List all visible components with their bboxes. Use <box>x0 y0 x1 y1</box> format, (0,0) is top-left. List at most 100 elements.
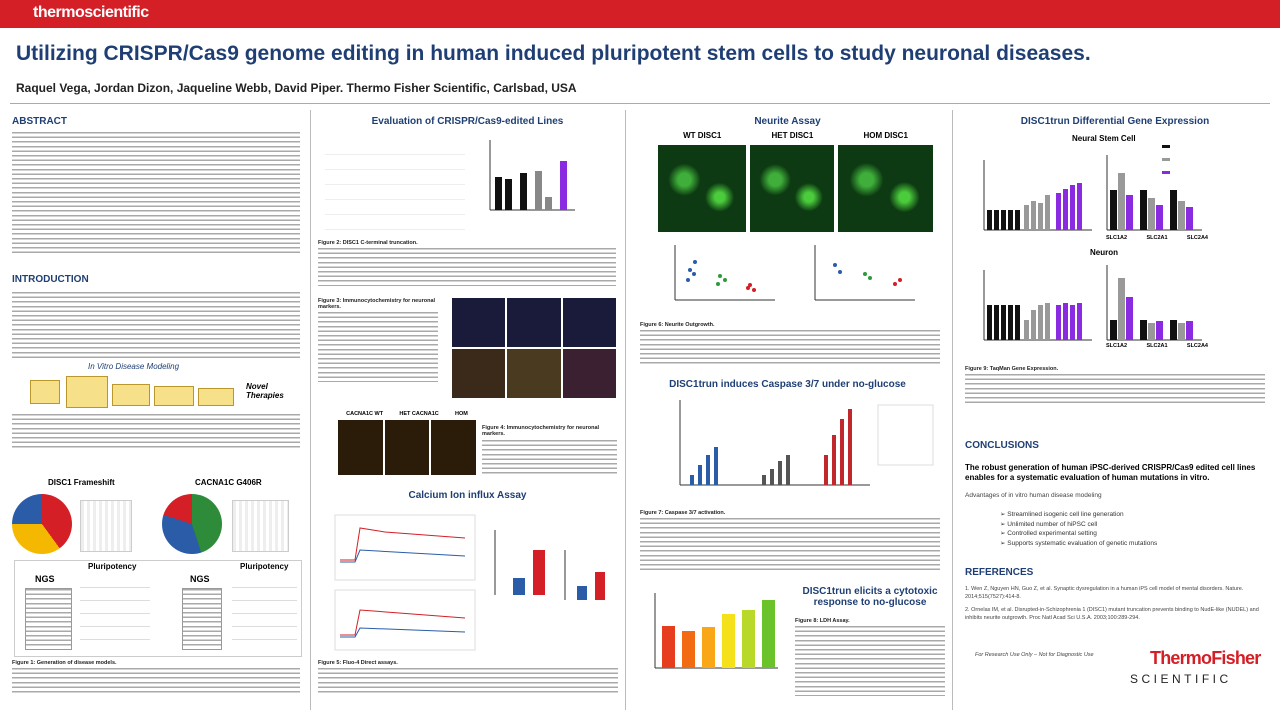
flow-plots <box>80 575 150 650</box>
rule <box>10 103 1270 104</box>
reference: 1. Wen Z, Nguyen HN, Guo Z, et al. Synap… <box>965 586 1244 600</box>
caption-text <box>640 330 940 364</box>
subheading: Neural Stem Cell <box>1072 134 1136 143</box>
heading-line: response to no-glucose <box>813 597 927 608</box>
image-label: HET CACNA1C <box>399 411 439 417</box>
micrograph <box>838 145 933 232</box>
body-text <box>12 292 300 360</box>
caption-text <box>318 248 616 286</box>
caption: Figure 4: Immunocytochemistry for neuron… <box>482 425 600 437</box>
gene-labels: SLC1A2 SLC2A1 SLC2A4 <box>1106 343 1208 349</box>
caption-text <box>318 312 438 382</box>
caption-text <box>482 440 617 476</box>
bar-chart <box>489 140 575 211</box>
heading: DISC1trun induces Caspase 3/7 under no-g… <box>669 379 906 390</box>
text: Advantages of in vitro human disease mod… <box>965 492 1102 499</box>
footer: For Research Use Only – Not for Diagnost… <box>975 652 1094 658</box>
calcium-plots <box>334 514 605 651</box>
caption: Figure 6: Neurite Outgrowth. <box>640 322 715 328</box>
separator <box>952 110 953 710</box>
authors: Raquel Vega, Jordan Dizon, Jaqueline Web… <box>16 81 577 95</box>
separator <box>310 110 311 710</box>
figure-frame <box>14 560 302 657</box>
panel-title: NGS <box>190 574 210 584</box>
chromatogram <box>80 500 132 552</box>
separator <box>625 110 626 710</box>
ngs-image <box>182 588 222 650</box>
chromatogram <box>232 500 289 552</box>
gene-label: SLC2A4 <box>1186 343 1208 349</box>
flow-plots <box>232 575 297 650</box>
brand-sub: SCIENTIFIC <box>1130 672 1232 686</box>
ldh-chart <box>654 593 778 669</box>
subheading: In Vitro Disease Modeling <box>88 362 180 371</box>
caption-text <box>795 626 945 696</box>
caption: Figure 8: LDH Assay. <box>795 618 850 624</box>
gene-diagram <box>325 140 465 230</box>
micrograph <box>658 145 746 232</box>
body-text <box>12 132 300 254</box>
caption: Figure 5: Fluo-4 Direct assays. <box>318 660 398 666</box>
gene-label: SLC2A1 <box>1146 235 1168 241</box>
gene-label: SLC2A1 <box>1146 343 1168 349</box>
heading: REFERENCES <box>965 567 1034 578</box>
image-label: HET DISC1 <box>771 131 814 140</box>
caspase-chart <box>679 400 934 486</box>
panel-title: NGS <box>35 574 55 584</box>
gene-labels: SLC1A2 SLC2A1 SLC2A4 <box>1106 235 1208 241</box>
conclusion: The robust generation of human iPSC-deri… <box>965 463 1256 482</box>
bullet: ➢ Streamlined isogenic cell line generat… <box>1000 511 1124 518</box>
panel-title: CACNA1C G406R <box>195 478 262 487</box>
icc-grid <box>452 298 616 398</box>
flow-end: Novel Therapies <box>246 382 284 400</box>
icc-row <box>338 420 476 475</box>
bullet: ➢ Unlimited number of hiPSC cell <box>1000 520 1098 528</box>
gene-label: SLC1A2 <box>1106 343 1128 349</box>
caption: Figure 7: Caspase 3/7 activation. <box>640 510 726 516</box>
heading: Neurite Assay <box>754 116 821 127</box>
caption: Figure 2: DISC1 C-terminal truncation. <box>318 240 418 246</box>
heading: Evaluation of CRISPR/Cas9-edited Lines <box>371 116 564 127</box>
bullet: ➢ Supports systematic evaluation of gene… <box>1000 540 1158 548</box>
flow-box <box>30 380 60 404</box>
heading: INTRODUCTION <box>12 274 89 285</box>
title: Utilizing CRISPR/Cas9 genome editing in … <box>16 42 1091 65</box>
bullet-list: ➢ Streamlined isogenic cell line generat… <box>1000 510 1157 549</box>
reference: 2. Ornelas IM, et al. Disrupted-in-Schiz… <box>965 607 1259 621</box>
image-labels: CACNA1C WT HET CACNA1C HOM <box>338 411 476 417</box>
heading: DISC1trun elicits a cytotoxic response to… <box>790 586 950 608</box>
scatter-plots <box>674 245 915 301</box>
caption: Figure 3: Immunocytochemistry for neuron… <box>318 298 436 310</box>
caption-text <box>318 668 618 694</box>
references: 1. Wen Z, Nguyen HN, Guo Z, et al. Synap… <box>965 586 1265 622</box>
caption: Figure 9: TaqMan Gene Expression. <box>965 366 1059 372</box>
heading: DISC1trun Differential Gene Expression <box>1020 116 1210 127</box>
panel-title: DISC1 Frameshift <box>48 478 115 487</box>
image-label: WT DISC1 <box>683 131 722 140</box>
flow-box <box>112 384 150 406</box>
brand: ThermoFisher <box>1150 648 1261 668</box>
pie <box>162 494 222 554</box>
caption: Figure 1: Generation of disease models. <box>12 660 117 666</box>
logo: thermoscientific <box>33 4 149 21</box>
expression-charts <box>983 145 1202 341</box>
bullet: ➢ Controlled experimental setting <box>1000 530 1097 538</box>
top-bar <box>0 0 1280 28</box>
flow-box <box>66 376 108 408</box>
pie <box>12 494 72 554</box>
caption-text <box>965 374 1265 406</box>
heading: Calcium Ion influx Assay <box>408 490 527 501</box>
caption-text <box>640 518 940 570</box>
heading: ABSTRACT <box>12 116 67 127</box>
gene-label: SLC1A2 <box>1106 235 1128 241</box>
panel-title: Pluripotency <box>88 562 137 571</box>
heading-line: DISC1trun elicits a cytotoxic <box>802 586 938 597</box>
gene-label: SLC2A4 <box>1186 235 1208 241</box>
flow-box <box>154 386 194 406</box>
image-label: HOM DISC1 <box>863 131 908 140</box>
panel-title: Pluripotency <box>240 562 289 571</box>
image-labels: WT DISC1 HET DISC1 HOM DISC1 <box>658 131 933 140</box>
body-text <box>12 414 300 450</box>
flow-box <box>198 388 234 406</box>
